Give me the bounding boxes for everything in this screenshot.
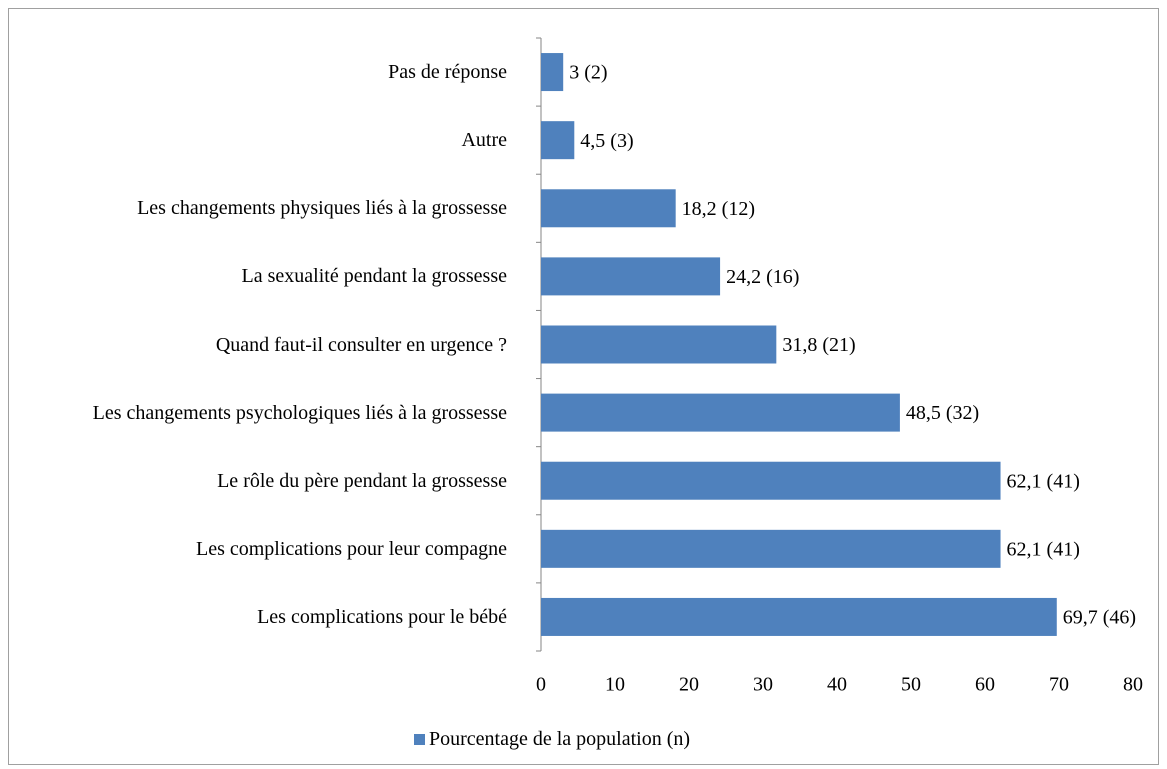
bar xyxy=(541,597,1057,636)
data-label: 24,2 (16) xyxy=(726,266,799,288)
y-tick-label: Autre xyxy=(461,129,507,152)
y-tick-label: Pas de réponse xyxy=(388,61,507,84)
x-tick-label: 50 xyxy=(901,674,921,696)
bar xyxy=(541,53,564,92)
x-tick-label: 70 xyxy=(1049,674,1069,696)
y-tick-label: Quand faut-il consulter en urgence ? xyxy=(215,333,507,356)
data-label: 69,7 (46) xyxy=(1063,607,1136,629)
legend-swatch xyxy=(414,734,425,745)
x-tick-label: 80 xyxy=(1123,674,1143,696)
data-label: 48,5 (32) xyxy=(906,402,979,424)
data-label: 3 (2) xyxy=(569,62,607,84)
y-tick-label: Les changements psychologiques liés à la… xyxy=(92,401,507,424)
x-tick-label: 30 xyxy=(753,674,773,696)
y-tick-label: Les complications pour leur compagne xyxy=(195,537,507,560)
data-label: 62,1 (41) xyxy=(1007,538,1080,560)
legend: Pourcentage de la population (n) xyxy=(414,728,690,751)
y-tick-label: La sexualité pendant la grossesse xyxy=(241,265,507,288)
y-tick-label: Les complications pour le bébé xyxy=(257,605,507,628)
data-label: 18,2 (12) xyxy=(682,198,755,220)
x-tick-label: 0 xyxy=(536,674,546,696)
bar xyxy=(541,529,1001,568)
bar xyxy=(541,461,1001,500)
x-tick-label: 40 xyxy=(827,674,847,696)
bar xyxy=(541,325,777,364)
data-label: 62,1 (41) xyxy=(1007,470,1080,492)
bar xyxy=(541,189,676,228)
y-tick-label: Les changements physiques liés à la gros… xyxy=(137,197,507,220)
y-tick-label: Le rôle du père pendant la grossesse xyxy=(217,469,507,492)
data-label: 31,8 (21) xyxy=(782,334,855,356)
chart-border xyxy=(8,8,1159,765)
x-tick-label: 20 xyxy=(679,674,699,696)
bar xyxy=(541,393,900,432)
x-tick-label: 60 xyxy=(975,674,995,696)
bar xyxy=(541,257,721,296)
data-label: 4,5 (3) xyxy=(580,130,633,152)
bar xyxy=(541,121,575,160)
legend-label: Pourcentage de la population (n) xyxy=(429,728,691,750)
x-tick-label: 10 xyxy=(605,674,625,696)
